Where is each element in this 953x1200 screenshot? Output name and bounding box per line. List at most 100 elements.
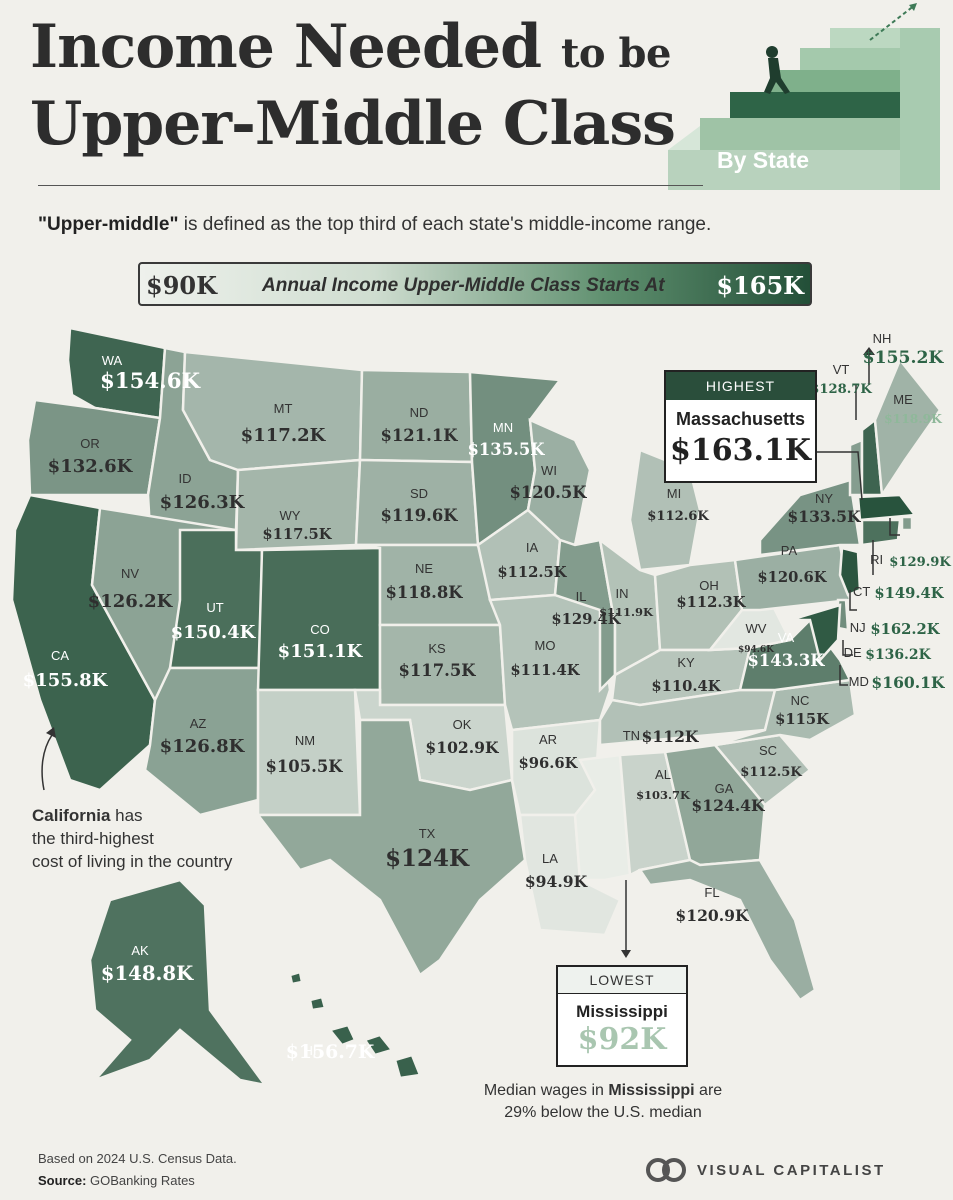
state-nj <box>838 546 862 597</box>
state-value-sd: $119.6K <box>381 506 459 525</box>
state-abbr-nd: ND <box>410 405 429 420</box>
state-value-ny: $133.5K <box>787 507 862 526</box>
state-abbr-mo: MO <box>535 638 556 653</box>
state-abbr-la: LA <box>542 851 558 866</box>
state-abbr-id: ID <box>179 471 192 486</box>
state-value-nj: $162.2K <box>870 621 940 638</box>
state-abbr-ne: NE <box>415 561 433 576</box>
state-value-nm: $105.5K <box>266 757 344 776</box>
state-ut <box>168 528 264 670</box>
state-value-ne: $118.8K <box>386 583 464 602</box>
state-abbr-nm: NM <box>295 733 315 748</box>
title-divider <box>38 185 703 186</box>
page-title: Income Needed to be Upper-Middle Class <box>30 12 676 159</box>
lowest-header: LOWEST <box>558 967 686 994</box>
title-line1-small: to be <box>560 30 672 77</box>
state-abbr-or: OR <box>80 436 100 451</box>
state-abbr-wa: WA <box>102 353 123 368</box>
state-abbr-ak: AK <box>131 943 149 958</box>
state-abbr-ut: UT <box>206 600 223 615</box>
state-abbr-nj: NJ <box>850 620 866 635</box>
state-value-mi: $112.6K <box>647 509 709 524</box>
state-abbr-ok: OK <box>453 717 472 732</box>
state-mt <box>181 350 364 472</box>
state-value-ks: $117.5K <box>399 661 477 680</box>
title-line1: Income Needed <box>30 12 542 82</box>
state-value-mo: $111.4K <box>510 662 580 679</box>
state-value-ak: $148.8K <box>101 962 194 985</box>
state-value-ca: $155.8K <box>23 670 109 691</box>
state-nm <box>256 688 362 817</box>
state-value-wi: $120.5K <box>510 483 588 502</box>
state-abbr-sd: SD <box>410 486 428 501</box>
state-abbr-mt: MT <box>274 401 293 416</box>
state-me <box>873 357 942 499</box>
footer-source: Source: GOBanking Rates <box>38 1173 195 1188</box>
legend-label: Annual Income Upper-Middle Class Starts … <box>262 275 665 296</box>
state-abbr-de: DE <box>844 645 862 660</box>
lowest-callout: LOWEST Mississippi $92K <box>556 965 688 1067</box>
state-abbr-va: VA <box>778 630 795 645</box>
source-label: Source: <box>38 1173 87 1188</box>
california-note-bold: California <box>32 806 111 825</box>
state-value-il: $129.4K <box>551 611 621 628</box>
subtitle-text: is defined as the top third of each stat… <box>178 214 712 235</box>
state-value-fl: $120.9K <box>675 906 750 925</box>
state-value-id: $126.3K <box>160 492 246 513</box>
state-abbr-wi: WI <box>541 463 557 478</box>
state-value-oh: $112.3K <box>676 594 746 611</box>
state-value-pa: $120.6K <box>757 569 827 586</box>
state-value-al: $103.7K <box>636 788 691 802</box>
mississippi-note-bold: Mississippi <box>608 1082 695 1099</box>
state-ct <box>860 518 902 547</box>
state-abbr-wy: WY <box>280 508 301 523</box>
mississippi-note-line2: 29% below the U.S. median <box>504 1104 702 1121</box>
state-abbr-tn: TN <box>623 728 640 743</box>
state-value-nh: $155.2K <box>863 348 945 368</box>
state-value-co: $151.1K <box>278 641 364 662</box>
state-abbr-ky: KY <box>677 655 695 670</box>
state-abbr-hi: HI <box>304 1043 317 1058</box>
lowest-value: $92K <box>577 1022 667 1057</box>
state-value-in: $111.9K <box>599 605 654 619</box>
state-value-ri: $129.9K <box>889 555 951 570</box>
mississippi-note: Median wages in Mississippi are 29% belo… <box>478 1080 728 1124</box>
state-value-ct: $149.4K <box>874 585 944 602</box>
state-abbr-fl: FL <box>704 885 719 900</box>
state-value-tn: $112K <box>642 727 700 746</box>
state-value-wa: $154.6K <box>100 369 202 394</box>
state-value-nv: $126.2K <box>88 591 174 612</box>
state-abbr-nh: NH <box>873 331 892 346</box>
state-value-or: $132.6K <box>48 456 134 477</box>
state-value-wy: $117.5K <box>262 526 332 543</box>
state-value-nd: $121.1K <box>381 426 459 445</box>
state-abbr-oh: OH <box>699 578 719 593</box>
state-abbr-mi: MI <box>667 486 681 501</box>
by-state-badge: By State <box>717 147 810 173</box>
state-abbr-wv: WV <box>746 621 767 636</box>
state-abbr-me: ME <box>893 392 913 407</box>
state-md <box>789 603 842 663</box>
state-abbr-md: MD <box>849 674 869 689</box>
state-abbr-ca: CA <box>51 648 69 663</box>
state-value-ga: $124.4K <box>691 796 766 815</box>
state-value-mt: $117.2K <box>241 425 327 446</box>
state-abbr-ga: GA <box>715 781 734 796</box>
state-value-ia: $112.5K <box>497 564 567 581</box>
state-ri <box>900 515 914 532</box>
state-value-ky: $110.4K <box>651 678 721 695</box>
state-abbr-ny: NY <box>815 491 833 506</box>
state-value-va: $143.3K <box>748 651 826 670</box>
state-abbr-ar: AR <box>539 732 557 747</box>
state-abbr-pa: PA <box>781 543 798 558</box>
state-fl <box>637 858 817 1002</box>
state-sd <box>354 458 480 547</box>
visual-capitalist-logo-icon <box>646 1158 686 1182</box>
state-abbr-nv: NV <box>121 566 139 581</box>
state-abbr-ri: RI <box>870 552 883 567</box>
state-value-sc: $112.5K <box>740 765 802 780</box>
state-value-mn: $135.5K <box>468 440 546 459</box>
legend-high: $165K <box>716 271 804 300</box>
state-abbr-ks: KS <box>428 641 446 656</box>
